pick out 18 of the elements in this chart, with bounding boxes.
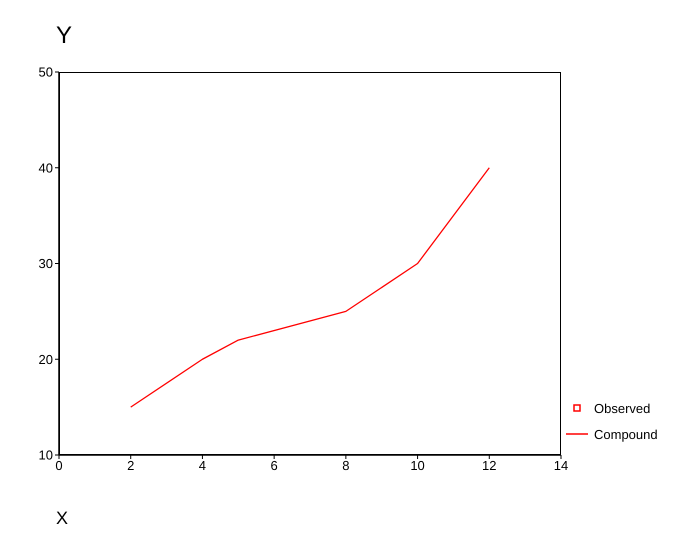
x-tick-label: 12 bbox=[482, 458, 497, 474]
y-tick-label: 40 bbox=[38, 160, 53, 176]
legend-label: Compound bbox=[594, 426, 658, 442]
x-tick-label: 10 bbox=[410, 458, 425, 474]
x-tick-label: 14 bbox=[554, 458, 568, 474]
y-axis-title: Y bbox=[56, 22, 72, 50]
line-series bbox=[130, 167, 490, 408]
y-tick-label: 20 bbox=[38, 352, 53, 367]
x-tick-label: 4 bbox=[198, 458, 206, 474]
legend-label: Observed bbox=[594, 400, 650, 416]
y-tick-label: 50 bbox=[38, 64, 53, 80]
x-tick-label: 2 bbox=[127, 458, 134, 474]
x-axis-title: X bbox=[56, 508, 68, 529]
x-tick-label: 8 bbox=[342, 458, 350, 474]
y-tick-label: 30 bbox=[38, 256, 53, 272]
y-tick-label: 10 bbox=[38, 448, 53, 463]
x-tick-label: 0 bbox=[55, 458, 63, 474]
x-tick-label: 6 bbox=[270, 458, 278, 474]
